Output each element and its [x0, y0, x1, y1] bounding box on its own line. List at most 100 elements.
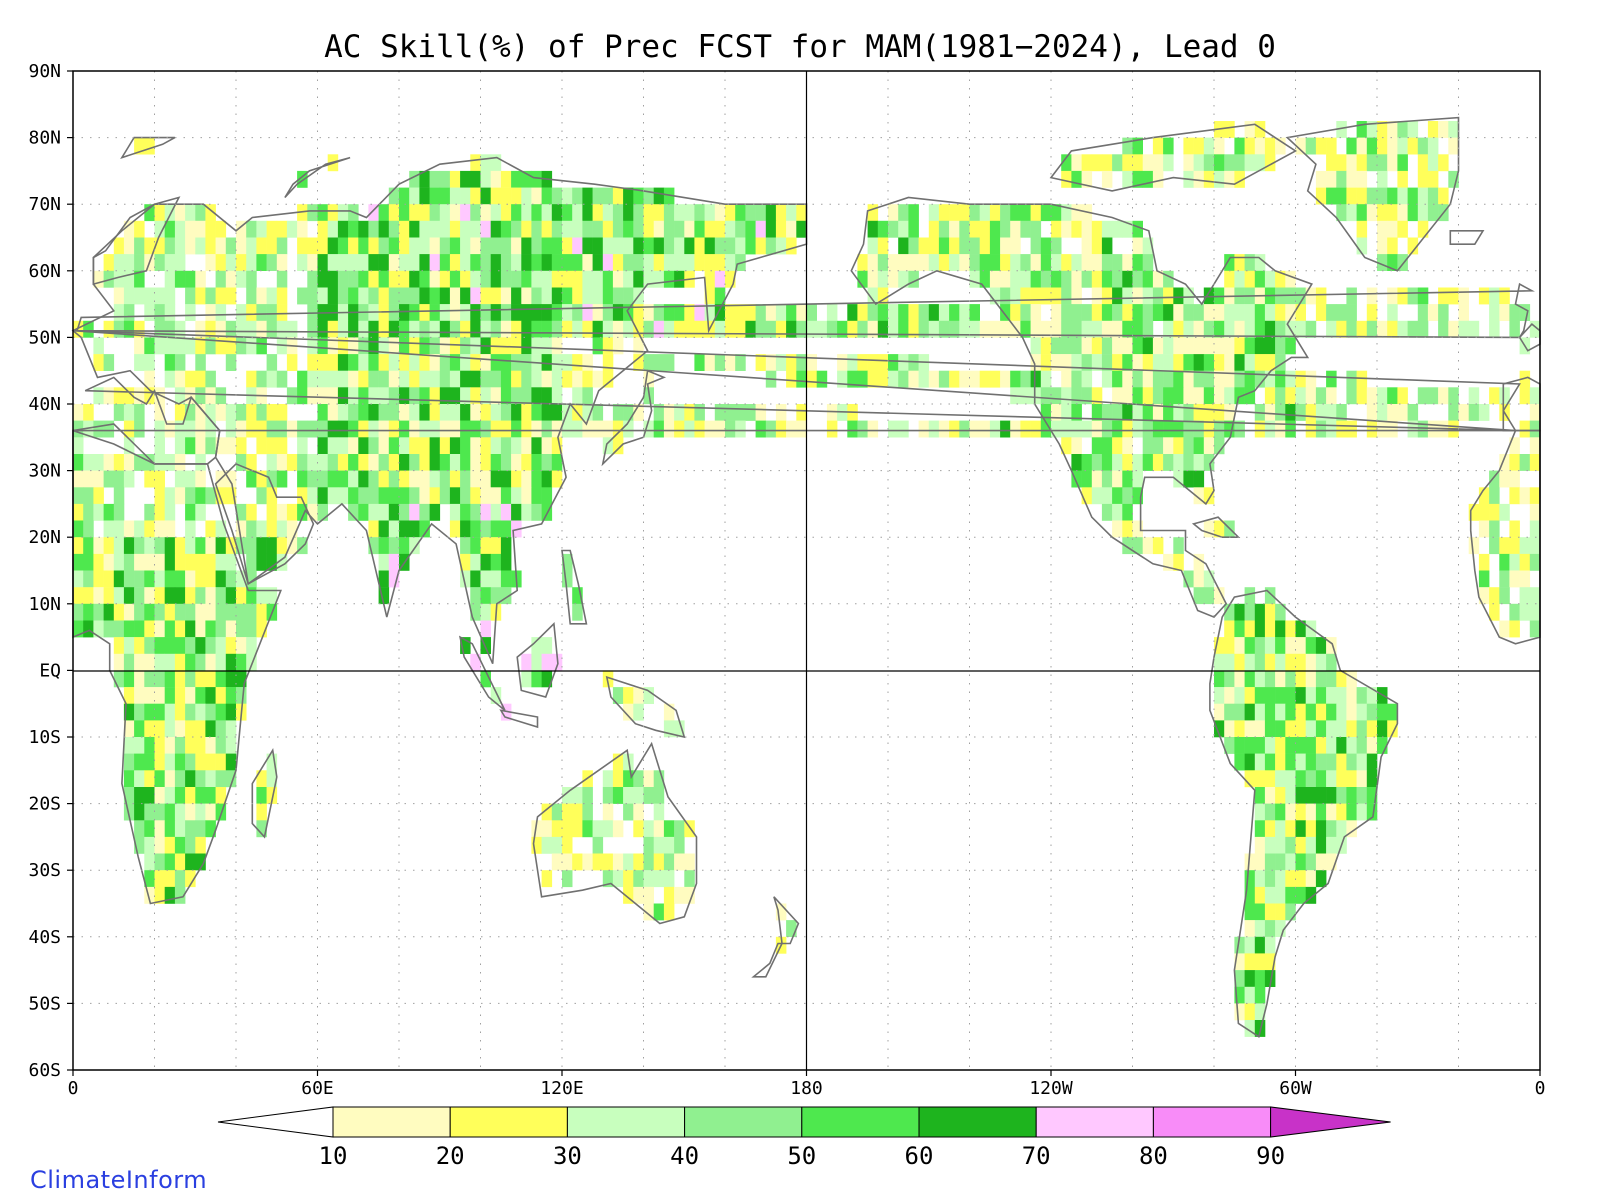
skill-cell	[1071, 287, 1082, 305]
skill-cell	[419, 270, 430, 288]
skill-cell	[1010, 220, 1021, 238]
skill-cell	[388, 470, 400, 488]
skill-cell	[246, 653, 257, 671]
skill-cell	[378, 370, 390, 388]
skill-cell	[1295, 370, 1306, 388]
skill-cell	[246, 370, 257, 388]
skill-cell	[1030, 387, 1042, 405]
skill-cell	[1214, 154, 1225, 172]
skill-cell	[388, 537, 400, 555]
skill-cell	[775, 320, 787, 338]
skill-cell	[123, 753, 135, 771]
skill-cell	[500, 487, 512, 505]
skill-cell	[449, 354, 461, 371]
skill-cell	[521, 370, 532, 388]
skill-cell	[1091, 220, 1103, 238]
skill-cell	[1458, 404, 1469, 421]
longitude-axis: 0 60E 120E 180 120W 60W 0	[68, 1070, 1545, 1099]
skill-cell	[185, 787, 196, 804]
skill-cell	[113, 304, 125, 321]
skill-cell	[286, 454, 298, 471]
skill-cell	[480, 170, 491, 188]
skill-cell	[1326, 853, 1337, 871]
skill-cell	[755, 237, 767, 255]
skill-cell	[1254, 920, 1266, 937]
skill-cell	[796, 404, 807, 421]
skill-cell	[154, 687, 165, 704]
skill-cell	[511, 237, 522, 255]
skill-cell	[684, 820, 695, 838]
skill-cell	[429, 337, 441, 355]
skill-cell	[1346, 420, 1357, 438]
lat-tick-label: 20S	[28, 794, 61, 815]
skill-cell	[419, 437, 430, 455]
skill-cell	[1529, 603, 1541, 621]
skill-cell	[399, 537, 410, 555]
skill-cell	[1122, 354, 1133, 371]
skill-cell	[378, 454, 390, 471]
skill-cell	[551, 387, 563, 405]
skill-cell	[164, 603, 176, 621]
skill-cell	[1122, 454, 1133, 471]
skill-cell	[1356, 320, 1368, 338]
skill-cell	[1244, 1003, 1256, 1021]
skill-cell	[511, 170, 522, 188]
skill-cell	[83, 454, 94, 471]
skill-cell	[388, 420, 400, 438]
skill-cell	[205, 287, 216, 305]
skill-cell	[653, 187, 665, 205]
skill-cell	[1081, 370, 1093, 388]
skill-cell	[562, 420, 573, 438]
skill-cell	[1203, 137, 1215, 155]
skill-cell	[623, 870, 634, 888]
skill-cell	[1275, 320, 1286, 338]
skill-cell	[490, 470, 502, 488]
skill-cell	[541, 470, 553, 488]
skill-cell	[399, 320, 410, 338]
skill-cell	[134, 637, 145, 654]
skill-cell	[1468, 404, 1480, 421]
skill-cell	[888, 354, 899, 371]
skill-cell	[1000, 287, 1011, 305]
skill-cell	[317, 270, 328, 288]
skill-cell	[704, 204, 716, 222]
skill-cell	[449, 487, 461, 505]
skill-cell	[755, 204, 767, 222]
skill-cell	[592, 836, 604, 854]
skill-cell	[460, 320, 471, 338]
skill-cell	[898, 204, 909, 222]
skill-cell	[531, 637, 542, 654]
skill-cell	[276, 254, 288, 271]
skill-cell	[1254, 787, 1266, 804]
skill-cell	[1244, 354, 1256, 371]
skill-cell	[572, 820, 583, 838]
skill-cell	[225, 570, 237, 588]
skill-cell	[1061, 437, 1072, 455]
skill-cell	[174, 570, 186, 588]
skill-cell	[653, 320, 665, 338]
skill-cell	[164, 503, 176, 521]
skill-cell	[1254, 953, 1266, 971]
skill-cell	[1112, 370, 1123, 388]
skill-cell	[775, 220, 787, 238]
skill-cell	[1397, 137, 1408, 155]
colorbar-label: 80	[1139, 1142, 1168, 1170]
skill-cell	[1356, 787, 1368, 804]
skill-cell	[562, 304, 573, 321]
skill-cell	[1489, 487, 1500, 505]
skill-cell	[1081, 154, 1093, 172]
skill-cell	[1101, 270, 1113, 288]
skill-cell	[1234, 970, 1245, 987]
skill-cell	[959, 304, 970, 321]
skill-cell	[1397, 220, 1408, 238]
skill-cell	[480, 454, 491, 471]
skill-cell	[1336, 304, 1347, 321]
skill-cell	[1254, 886, 1266, 904]
skill-cell	[1264, 637, 1276, 654]
skill-cell	[1264, 420, 1276, 438]
skill-cell	[888, 220, 899, 238]
skill-cell	[898, 254, 909, 271]
skill-cell	[1366, 420, 1378, 438]
skill-cell	[1326, 653, 1337, 671]
skill-cell	[378, 570, 390, 588]
